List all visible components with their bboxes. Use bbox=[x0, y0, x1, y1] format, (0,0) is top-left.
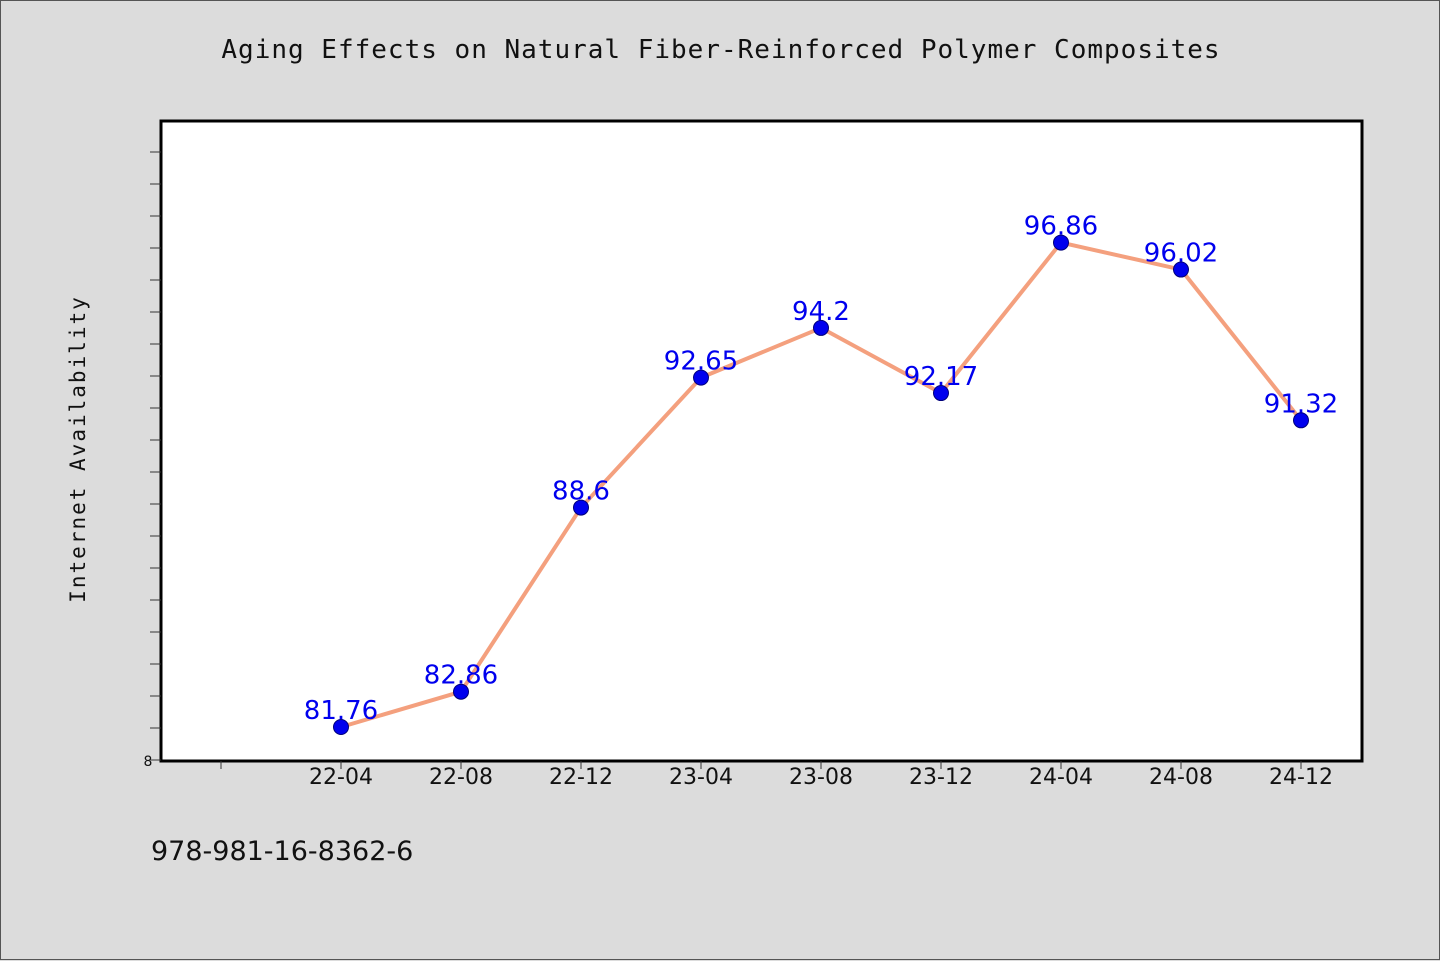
isbn-text: 978-981-16-8362-6 bbox=[151, 836, 414, 867]
x-tick-label: 22-04 bbox=[309, 765, 373, 790]
data-point bbox=[813, 319, 829, 336]
data-label: 88.6 bbox=[552, 477, 610, 507]
data-label: 96.02 bbox=[1144, 239, 1218, 269]
data-point bbox=[453, 683, 469, 700]
data-label: 91.32 bbox=[1264, 389, 1338, 419]
x-tick-label: 22-12 bbox=[549, 765, 613, 790]
data-label: 94.2 bbox=[792, 297, 850, 327]
x-tick-label: 22-08 bbox=[429, 765, 493, 790]
data-point bbox=[693, 369, 709, 386]
chart-title: Aging Effects on Natural Fiber-Reinforce… bbox=[221, 35, 1221, 65]
data-point bbox=[1053, 234, 1069, 251]
data-point bbox=[933, 385, 949, 402]
data-label: 92.17 bbox=[904, 362, 978, 392]
x-tick-label: 23-08 bbox=[789, 765, 853, 790]
x-tick-label: 24-04 bbox=[1029, 765, 1093, 790]
y-tick-label: 8 bbox=[144, 754, 153, 770]
data-label: 96.86 bbox=[1024, 212, 1098, 242]
data-point bbox=[333, 718, 349, 735]
data-label: 82.86 bbox=[424, 661, 498, 691]
x-tick-label: 24-08 bbox=[1149, 765, 1213, 790]
data-label: 81.76 bbox=[304, 696, 378, 726]
data-point bbox=[1173, 261, 1189, 278]
data-point bbox=[1293, 412, 1309, 429]
plot-area bbox=[159, 119, 1364, 763]
data-label: 92.65 bbox=[664, 347, 738, 377]
data-point bbox=[573, 499, 589, 516]
x-tick-label: 23-04 bbox=[669, 765, 733, 790]
x-tick-label: 24-12 bbox=[1269, 765, 1333, 790]
x-tick-label: 23-12 bbox=[909, 765, 973, 790]
